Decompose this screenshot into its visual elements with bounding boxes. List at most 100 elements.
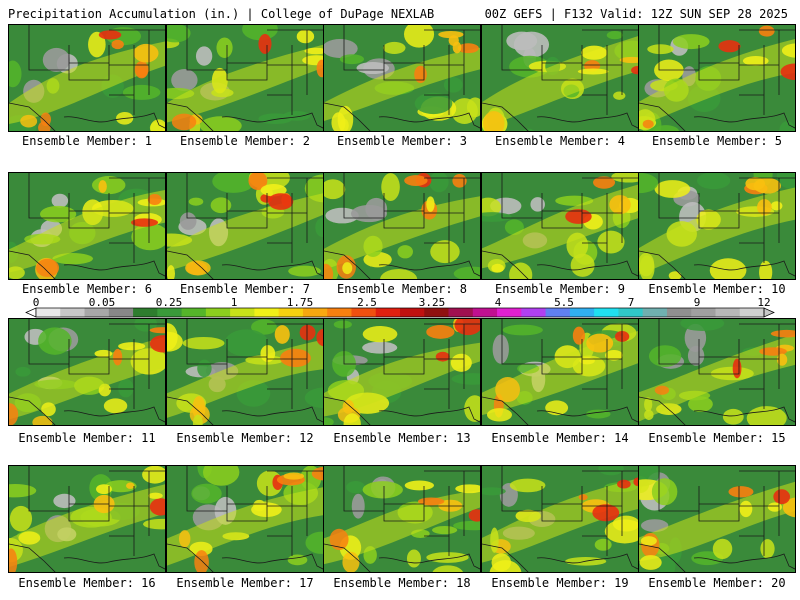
member-label: Ensemble Member: 3 (336, 134, 468, 148)
colorbar-swatch (205, 308, 231, 317)
colorbar-swatch (181, 308, 207, 317)
colorbar-swatch (472, 308, 498, 317)
member-label: Ensemble Member: 9 (494, 282, 626, 296)
member-label: Ensemble Member: 19 (491, 576, 629, 590)
precip-map (639, 466, 795, 572)
precip-map (639, 25, 795, 131)
colorbar-swatch (254, 308, 280, 317)
colorbar-swatch (594, 308, 619, 317)
colorbar-tick-label: 5.5 (554, 296, 574, 309)
colorbar-swatch (375, 308, 401, 317)
ensemble-panel (638, 172, 796, 280)
precip-map (167, 25, 323, 131)
colorbar-swatch (666, 308, 692, 317)
colorbar-tick-label: 7 (627, 296, 635, 309)
member-label: Ensemble Member: 15 (648, 431, 786, 445)
precip-map (167, 319, 323, 425)
colorbar-tick-label: 1 (230, 296, 238, 309)
ensemble-panel (323, 24, 481, 132)
colorbar-swatch (302, 308, 328, 317)
colorbar-swatch (278, 308, 304, 317)
colorbar-swatch (521, 308, 547, 317)
colorbar-tick-label: 0.25 (155, 296, 183, 309)
ensemble-panel (166, 465, 324, 573)
colorbar-swatch (691, 308, 716, 317)
colorbar-swatch (351, 308, 377, 317)
colorbar-tick-label: 0.05 (88, 296, 116, 309)
ensemble-panel (323, 318, 481, 426)
precip-map (324, 173, 480, 279)
member-label: Ensemble Member: 17 (176, 576, 314, 590)
ensemble-panel (323, 465, 481, 573)
precip-map (9, 173, 165, 279)
ensemble-panel (638, 24, 796, 132)
colorbar-swatch (84, 308, 110, 317)
colorbar-swatch (545, 308, 571, 317)
colorbar-swatch (108, 308, 134, 317)
member-label: Ensemble Member: 2 (179, 134, 311, 148)
ensemble-panel (481, 318, 639, 426)
precip-map (167, 173, 323, 279)
colorbar: 0 0.05 0.25 1 1.75 2.5 3.25 4 5.5 7 9 12 (0, 296, 800, 320)
colorbar-swatch (569, 308, 595, 317)
run-info: 00Z GEFS | F132 Valid: 12Z SUN SEP 28 20… (484, 7, 788, 21)
ensemble-panel (481, 172, 639, 280)
member-label: Ensemble Member: 1 (21, 134, 153, 148)
member-label: Ensemble Member: 6 (21, 282, 153, 296)
ensemble-panel (8, 465, 166, 573)
colorbar-swatch (157, 308, 183, 317)
member-label: Ensemble Member: 11 (18, 431, 156, 445)
precip-map (482, 466, 638, 572)
precip-map (167, 466, 323, 572)
member-label: Ensemble Member: 14 (491, 431, 629, 445)
colorbar-swatch (400, 308, 425, 317)
precip-map (639, 173, 795, 279)
precip-map (9, 25, 165, 131)
colorbar-swatch (448, 308, 474, 317)
colorbar-swatch (618, 308, 644, 317)
ensemble-panel (481, 465, 639, 573)
precip-map (482, 319, 638, 425)
member-label: Ensemble Member: 10 (648, 282, 786, 296)
colorbar-graphic (25, 307, 775, 318)
precip-map (324, 319, 480, 425)
colorbar-min-arrow (25, 307, 37, 318)
ensemble-panel (8, 318, 166, 426)
member-label: Ensemble Member: 7 (179, 282, 311, 296)
colorbar-swatch (60, 308, 86, 317)
ensemble-panel (166, 318, 324, 426)
member-label: Ensemble Member: 5 (651, 134, 783, 148)
ensemble-panel (638, 318, 796, 426)
colorbar-tick-label: 3.25 (418, 296, 446, 309)
colorbar-swatch (133, 308, 158, 317)
ensemble-panel (638, 465, 796, 573)
ensemble-panel (8, 172, 166, 280)
colorbar-swatch (739, 308, 765, 317)
member-label: Ensemble Member: 13 (333, 431, 471, 445)
member-label: Ensemble Member: 18 (333, 576, 471, 590)
colorbar-swatch (715, 308, 741, 317)
precip-map (639, 319, 795, 425)
precip-map (324, 466, 480, 572)
colorbar-tick-label: 12 (757, 296, 771, 309)
member-label: Ensemble Member: 4 (494, 134, 626, 148)
colorbar-tick-label: 2.5 (357, 296, 377, 309)
precip-map (9, 319, 165, 425)
member-label: Ensemble Member: 8 (336, 282, 468, 296)
member-label: Ensemble Member: 16 (18, 576, 156, 590)
colorbar-tick-label: 4 (494, 296, 502, 309)
colorbar-swatch (497, 308, 522, 317)
colorbar-tick-label: 1.75 (286, 296, 314, 309)
page-title: Precipitation Accumulation (in.) | Colle… (8, 7, 435, 21)
colorbar-swatch (36, 308, 61, 317)
colorbar-tick-label: 9 (693, 296, 701, 309)
ensemble-panel (8, 24, 166, 132)
ensemble-panel (323, 172, 481, 280)
precip-map (324, 25, 480, 131)
precip-map (482, 25, 638, 131)
ensemble-panel (481, 24, 639, 132)
colorbar-swatch (327, 308, 352, 317)
precip-map (482, 173, 638, 279)
colorbar-swatch (642, 308, 668, 317)
precip-map (9, 466, 165, 572)
